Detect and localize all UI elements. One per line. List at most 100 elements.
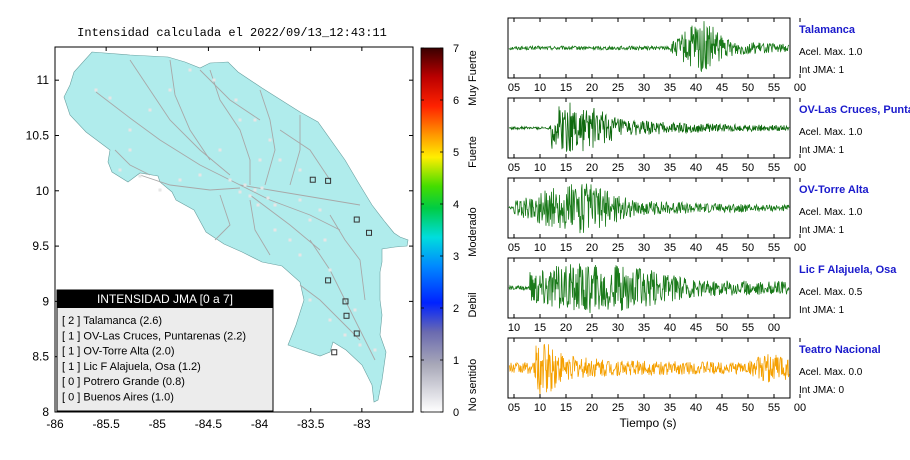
int-jma-label: Int JMA: 1 (799, 65, 844, 76)
waveform-trace (508, 183, 790, 234)
waveform-tick-label: 55 (742, 322, 754, 334)
station-name: OV-Torre Alta (799, 184, 870, 196)
waveform-tick-label: 00 (794, 162, 806, 174)
acel-max-label: Acel. Max. 1.0 (799, 47, 863, 58)
waveform-tick-label: 20 (586, 402, 598, 414)
waveform-tick-label: 10 (534, 162, 546, 174)
waveform-tick-label: 50 (716, 322, 728, 334)
int-jma-label: Int JMA: 1 (799, 225, 844, 236)
waveform-panel: 05 10 15 20 25 30 35 40 45 50 55 00 Talamanca Acel. M… (507, 17, 863, 94)
waveform-tick-label: 20 (586, 82, 598, 94)
map-x-tick-label: -84 (251, 417, 269, 431)
waveform-tick-label: 05 (508, 82, 520, 94)
waveform-trace (508, 343, 790, 395)
waveform-tick-label: 40 (690, 242, 702, 254)
station-marker (353, 216, 360, 223)
waveform-tick-label: 10 (534, 82, 546, 94)
station-marker (325, 177, 332, 184)
road-network (95, 59, 376, 361)
station-marker (325, 277, 332, 284)
station-marker (331, 349, 338, 356)
waveform-tick-label: 05 (508, 162, 520, 174)
waveform-tick-label: 35 (664, 82, 676, 94)
map-y-tick-label: 9 (42, 294, 49, 308)
acel-max-label: Acel. Max. 1.0 (799, 127, 863, 138)
city-markers (94, 68, 377, 352)
waveform-tick-label: 30 (638, 162, 650, 174)
waveform-tick-label: 25 (612, 242, 624, 254)
colorbar-label: No sentido (467, 359, 479, 412)
waveform-tick-label: 40 (664, 322, 676, 334)
int-jma-label: Int JMA: 0 (799, 385, 844, 396)
colorbar-ticks: 0 1 2 3 4 5 6 7 (421, 43, 459, 419)
map-y-tick-label: 8.5 (32, 350, 49, 364)
map-y-tick-label: 10.5 (26, 128, 50, 142)
waveform-tick-label: 30 (638, 242, 650, 254)
waveform-tick-label: 50 (742, 162, 754, 174)
waveform-tick-label: 20 (560, 322, 572, 334)
waveform-tick-label: 10 (508, 322, 520, 334)
waveform-tick-labels: 05 10 15 20 25 30 35 40 45 50 55 00 (508, 338, 806, 414)
acel-max-label: Acel. Max. 0.0 (799, 367, 863, 378)
map-y-tick-label: 9.5 (32, 239, 49, 253)
waveform-tick-label: 00 (768, 322, 780, 334)
legend-entry: [ 0 ] Buenos Aires (1.0) (62, 392, 174, 404)
map-y-tick-label: 8 (42, 405, 49, 419)
costa-rica-land (63, 51, 409, 403)
waveform-tick-label: 55 (768, 162, 780, 174)
waveform-tick-label: 45 (716, 162, 728, 174)
colorbar-labels: No sentido Debil Moderado Fuerte Muy Fuerte (467, 50, 479, 411)
station-name: Lic F Alajuela, Osa (799, 264, 897, 276)
waveform-tick-label: 35 (664, 242, 676, 254)
int-jma-label: Int JMA: 1 (799, 305, 844, 316)
colorbar-label: Moderado (467, 207, 479, 257)
waveform-tick-label: 40 (690, 162, 702, 174)
station-name: Teatro Nacional (799, 344, 881, 356)
legend-entry: [ 0 ] Potrero Grande (0.8) (62, 376, 185, 388)
station-markers (309, 176, 373, 356)
waveform-tick-label: 40 (690, 402, 702, 414)
colorbar-tick-label: 7 (453, 43, 459, 55)
waveform-tick-label: 15 (534, 322, 546, 334)
map-y-tick-label: 10 (36, 184, 50, 198)
waveform-tick-label: 10 (534, 242, 546, 254)
map-x-tick-label: -86 (46, 417, 64, 431)
waveform-tick-label: 00 (794, 402, 806, 414)
waveform-tick-label: 20 (586, 242, 598, 254)
waveform-panels: 05 10 15 20 25 30 35 40 45 50 55 00 Talamanca Acel. M… (507, 17, 910, 414)
waveform-tick-label: 35 (664, 402, 676, 414)
waveform-tick-label: 35 (638, 322, 650, 334)
waveform-tick-label: 35 (664, 162, 676, 174)
legend-entry: [ 2 ] Talamanca (2.6) (62, 315, 162, 327)
station-marker (353, 330, 360, 337)
waveform-tick-label: 15 (560, 242, 572, 254)
waveform-tick-label: 45 (690, 322, 702, 334)
colorbar-label: Fuerte (467, 136, 479, 168)
waveform-tick-label: 45 (716, 242, 728, 254)
waveform-tick-label: 15 (560, 402, 572, 414)
station-marker (343, 312, 350, 319)
intensity-legend: INTENSIDAD JMA [0 a 7] [ 2 ] Talamanca (… (56, 289, 274, 412)
map-x-tick-label: -85 (149, 417, 167, 431)
acel-max-label: Acel. Max. 1.0 (799, 207, 863, 218)
colorbar-tick-label: 6 (453, 95, 459, 107)
colorbar-tick-label: 4 (453, 199, 459, 211)
legend-entry: [ 1 ] Lic F Alajuela, Osa (1.2) (62, 361, 201, 373)
colorbar-tick-label: 5 (453, 147, 459, 159)
waveform-tick-label: 05 (508, 242, 520, 254)
waveform-tick-label: 20 (586, 162, 598, 174)
waveform-tick-label: 25 (612, 402, 624, 414)
waveform-tick-label: 55 (768, 242, 780, 254)
int-jma-label: Int JMA: 1 (799, 145, 844, 156)
colorbar-tick-label: 2 (453, 303, 459, 315)
map-title: Intensidad calculada el 2022/09/13_12:43… (77, 26, 387, 40)
station-marker (309, 176, 316, 183)
waveform-panel: 10 15 20 25 30 35 40 45 50 55 00 Lic F Alajuela, Os… (507, 257, 897, 334)
waveform-tick-label: 15 (560, 82, 572, 94)
waveform-tick-labels: 05 10 15 20 25 30 35 40 45 50 55 00 (508, 178, 806, 254)
waveform-tick-label: 30 (638, 82, 650, 94)
legend-entry: [ 1 ] OV-Las Cruces, Puntarenas (2.2) (62, 330, 246, 342)
map-x-tick-label: -83 (353, 417, 371, 431)
station-name: Talamanca (799, 24, 856, 36)
acel-max-label: Acel. Max. 0.5 (799, 287, 863, 298)
